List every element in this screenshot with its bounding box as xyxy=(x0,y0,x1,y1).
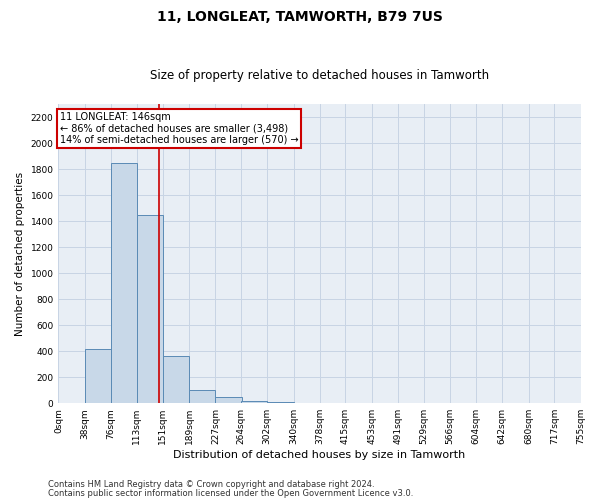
Bar xyxy=(163,356,189,403)
Text: 11, LONGLEAT, TAMWORTH, B79 7US: 11, LONGLEAT, TAMWORTH, B79 7US xyxy=(157,10,443,24)
Text: Contains public sector information licensed under the Open Government Licence v3: Contains public sector information licen… xyxy=(48,489,413,498)
Title: Size of property relative to detached houses in Tamworth: Size of property relative to detached ho… xyxy=(150,69,489,82)
Bar xyxy=(111,162,137,403)
Bar xyxy=(267,402,293,403)
Bar xyxy=(189,390,215,403)
Bar xyxy=(137,214,163,403)
Bar xyxy=(215,396,242,403)
Bar xyxy=(85,348,111,403)
X-axis label: Distribution of detached houses by size in Tamworth: Distribution of detached houses by size … xyxy=(173,450,466,460)
Y-axis label: Number of detached properties: Number of detached properties xyxy=(15,172,25,336)
Text: Contains HM Land Registry data © Crown copyright and database right 2024.: Contains HM Land Registry data © Crown c… xyxy=(48,480,374,489)
Bar xyxy=(241,400,267,403)
Text: 11 LONGLEAT: 146sqm
← 86% of detached houses are smaller (3,498)
14% of semi-det: 11 LONGLEAT: 146sqm ← 86% of detached ho… xyxy=(60,112,298,145)
Bar xyxy=(58,402,85,403)
